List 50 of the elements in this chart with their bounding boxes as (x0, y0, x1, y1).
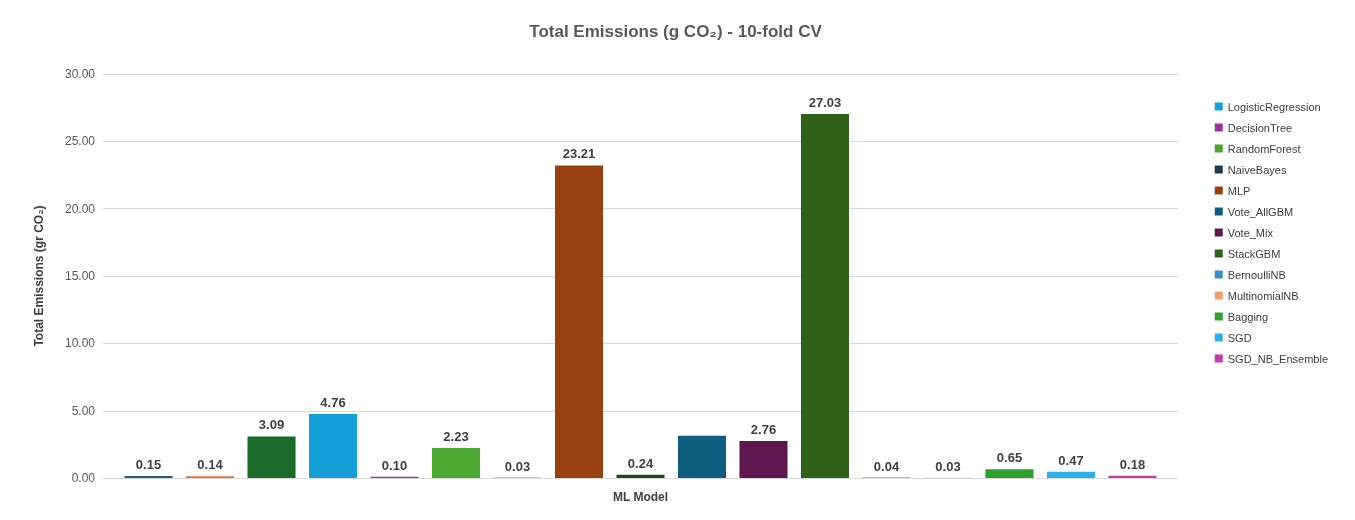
y-tick-label: 10.00 (64, 336, 96, 351)
legend-label: SGD_NB_Ensemble (1227, 352, 1329, 365)
data-label: 0.65 (996, 450, 1023, 466)
legend-label: NaiveBayes (1227, 163, 1287, 176)
legend-label: MLP (1227, 184, 1251, 197)
bar (554, 165, 604, 479)
data-label: 0.03 (935, 458, 961, 474)
data-label: 4.76 (320, 394, 346, 410)
y-tick-label: 30.00 (64, 67, 96, 81)
data-label: 0.15 (135, 457, 162, 473)
legend-label: SGD (1227, 331, 1252, 344)
bar (677, 435, 727, 479)
bar (800, 114, 850, 479)
y-tick-label: 5.00 (71, 403, 96, 418)
bar (431, 448, 481, 479)
legend-label: DecisionTree (1227, 121, 1293, 134)
data-label: 27.03 (808, 95, 842, 111)
data-label: 0.03 (504, 458, 531, 474)
data-label: 0.24 (627, 455, 654, 471)
data-label: 0.18 (1119, 456, 1146, 472)
y-tick-label: 15.00 (64, 269, 96, 284)
legend-label: Vote_Mix (1227, 226, 1274, 239)
legend-label: StackGBM (1227, 247, 1281, 260)
data-label: 0.04 (873, 458, 900, 474)
data-label: 0.10 (381, 457, 408, 473)
data-label: 0.14 (197, 457, 224, 473)
legend-label: Vote_AllGBM (1227, 205, 1294, 218)
y-tick-label: 20.00 (64, 201, 96, 216)
chart-title: Total Emissions (g CO₂) - 10-fold CV (529, 22, 823, 41)
data-label: 2.76 (750, 421, 777, 437)
x-axis-title: ML Model (612, 490, 669, 504)
data-label: 3.09 (258, 417, 285, 433)
bar (1046, 471, 1095, 479)
legend-label: Bagging (1227, 310, 1269, 323)
bar (739, 440, 788, 479)
bar (308, 413, 358, 479)
data-label: 2.23 (443, 429, 469, 445)
legend-label: BernoulliNB (1227, 268, 1286, 281)
legend-label: RandomForest (1227, 142, 1301, 155)
y-tick-label: 0.00 (71, 471, 96, 486)
y-tick-label: 25.00 (64, 134, 96, 149)
bar (124, 476, 173, 479)
legend-label: MultinomialNB (1227, 289, 1299, 302)
bar (616, 474, 665, 479)
data-label: 23.21 (562, 146, 596, 162)
bar (985, 469, 1034, 479)
y-axis-title: Total Emissions (gr CO₂) (32, 205, 46, 347)
bar (247, 436, 296, 479)
data-label: 0.47 (1058, 452, 1084, 468)
legend-label: LogisticRegression (1227, 100, 1321, 113)
